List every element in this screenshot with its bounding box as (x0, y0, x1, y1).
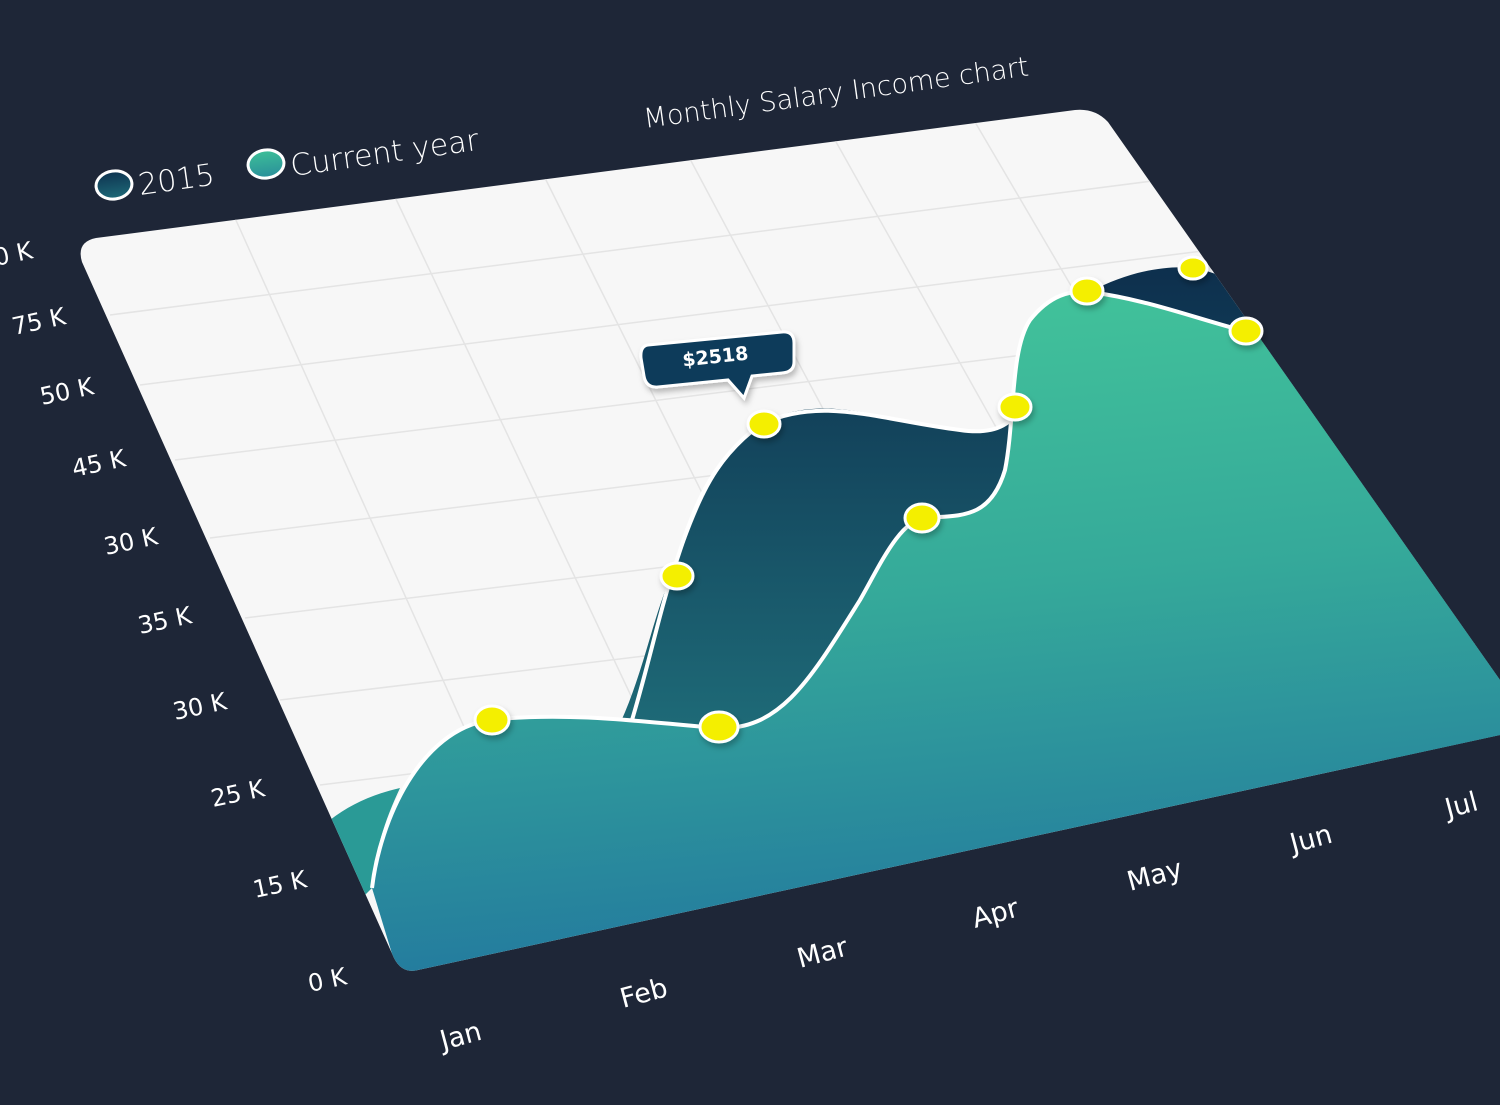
marker-2015-feb[interactable] (659, 561, 695, 591)
y-tick: 0 K (0, 236, 36, 272)
y-tick: 75 K (9, 302, 69, 341)
marker-current-apr[interactable] (1069, 276, 1105, 306)
legend-item-current-year[interactable]: Current year (246, 123, 482, 184)
y-tick: 50 K (37, 372, 97, 411)
x-tick-may: May (1124, 853, 1186, 897)
chart-title: Monthly Salary Income chart (642, 52, 1031, 135)
marker-current-feb[interactable] (698, 710, 740, 744)
marker-current-may[interactable] (1228, 316, 1264, 346)
y-tick: 15 K (250, 865, 310, 904)
marker-2015-mar[interactable] (746, 409, 782, 439)
marker-current-mar[interactable] (903, 502, 941, 534)
y-tick: 30 K (170, 687, 230, 726)
x-tick-feb: Feb (617, 972, 671, 1014)
x-tick-mar: Mar (794, 931, 852, 974)
y-tick: 0 K (305, 962, 350, 998)
series-2015-left-sliver (330, 788, 400, 900)
data-markers (473, 255, 1264, 744)
legend-label-current-year: Current year (288, 123, 481, 184)
legend-label-2015: 2015 (136, 158, 216, 203)
legend: 2015 Current year (94, 123, 482, 203)
x-tick-jul: Jul (1440, 786, 1481, 825)
legend-swatch-2015 (94, 169, 134, 201)
tooltip: $2518 (639, 330, 796, 401)
y-tick: 45 K (69, 444, 129, 483)
marker-current-jan[interactable] (473, 704, 511, 736)
x-tick-jan: Jan (435, 1016, 485, 1057)
y-tick: 25 K (208, 774, 268, 813)
marker-2015-may[interactable] (1177, 255, 1209, 281)
y-tick: 35 K (135, 601, 195, 640)
legend-item-2015[interactable]: 2015 (94, 158, 217, 203)
marker-2015-apr[interactable] (997, 392, 1033, 422)
x-tick-jun: Jun (1285, 819, 1336, 860)
x-tick-apr: Apr (969, 892, 1023, 934)
legend-swatch-current-year (246, 148, 286, 180)
y-tick: 30 K (101, 522, 161, 561)
